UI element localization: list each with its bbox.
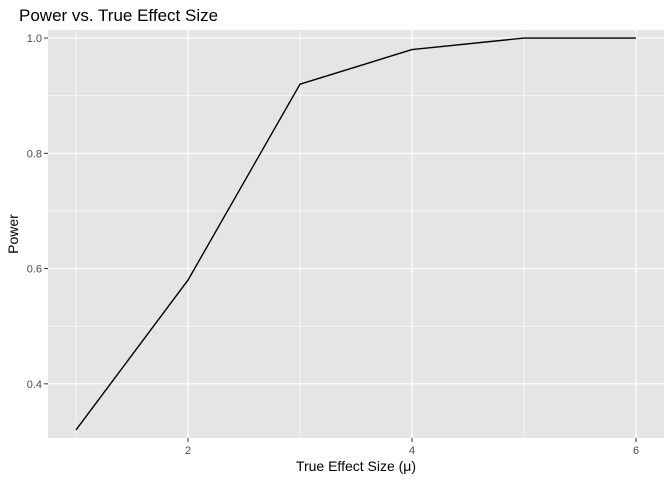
axis-ticks <box>44 37 637 442</box>
plot-panel <box>48 30 664 438</box>
tick-labels: 2 4 6 0.4 0.6 0.8 1.0 <box>27 33 639 457</box>
y-tick-label: 0.4 <box>27 379 42 391</box>
x-tick-label: 2 <box>185 445 191 457</box>
y-axis-label: Power <box>5 214 21 254</box>
series-group <box>75 37 636 431</box>
minor-gridlines <box>48 30 664 442</box>
y-tick-label: 0.8 <box>27 148 42 160</box>
x-tick-label: 4 <box>409 445 415 457</box>
x-axis-label: True Effect Size (μ) <box>296 458 416 474</box>
y-tick-label: 1.0 <box>27 33 42 45</box>
chart-title: Power vs. True Effect Size <box>19 6 218 25</box>
x-tick-label: 6 <box>633 445 639 457</box>
y-tick-label: 0.6 <box>27 264 42 276</box>
series-line <box>75 37 636 431</box>
